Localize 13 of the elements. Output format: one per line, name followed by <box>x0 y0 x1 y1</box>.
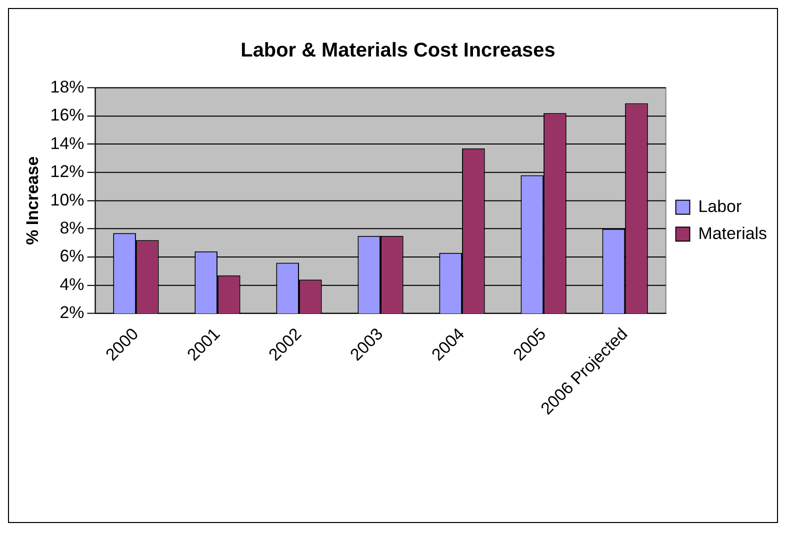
y-tick-label: 18% <box>50 77 84 96</box>
y-tick-label: 12% <box>50 162 84 182</box>
y-tick-label: 8% <box>60 218 84 238</box>
y-tick-label: 6% <box>60 246 84 266</box>
y-axis-title: % Increase <box>22 156 42 245</box>
legend-label: Labor <box>698 196 742 216</box>
chart-title: Labor & Materials Cost Increases <box>240 39 556 62</box>
y-tick-label: 4% <box>60 274 84 294</box>
y-tick-label: 10% <box>50 190 84 210</box>
y-tick-label: 14% <box>50 134 84 153</box>
legend-label: Materials <box>698 224 768 243</box>
y-tick-label: 16% <box>50 106 84 125</box>
y-tick-label: 2% <box>60 303 84 322</box>
